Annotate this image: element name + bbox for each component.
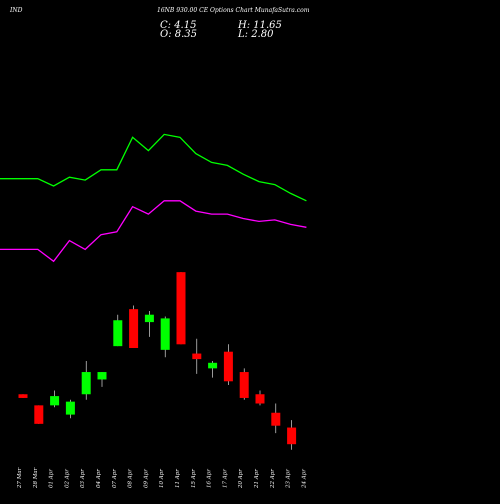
candle-01-apr [50,390,60,408]
x-axis-labels: 27 Mar 28 Mar 01 Apr 02 Apr 03 Apr 04 Apr 07 A… [17,467,307,489]
open-value: O: 8.35 [160,29,198,40]
candle-08-apr [129,305,139,348]
x-tick-label: 22 Apr [270,469,276,489]
x-tick-label: 28 Mar [33,467,39,489]
candle-body [65,401,75,415]
candle-body [144,314,154,323]
candle-02-apr [65,399,75,419]
candle-04-apr [97,372,107,387]
candle-03-apr [81,360,91,400]
x-tick-label: 27 Mar [17,467,23,489]
x-tick-label: 07 Apr [112,469,118,488]
x-tick-label: 24 Apr [301,469,307,489]
x-tick-label: 09 Apr [143,469,149,488]
candle-body [97,372,107,380]
candle-body [223,351,233,382]
indicator-line-1 [0,133,307,202]
symbol-label: IND [10,7,23,14]
x-tick-label: 03 Apr [80,469,86,488]
candle-15-apr [192,338,202,374]
x-tick-label: 16 Apr [207,469,213,488]
chart-title: 16NB 930.00 CE Options Chart MunafaSutra… [157,7,310,14]
candles [18,272,297,450]
low-value: L: 2.80 [238,29,274,40]
candle-body [18,394,28,398]
candle-body [34,405,44,424]
candle-21-apr [255,390,265,406]
indicator-lines [0,133,307,263]
candle-22-apr [271,403,281,434]
candle-body [271,412,281,426]
candle-27-mar [18,394,28,398]
candle-body [192,353,202,360]
x-tick-label: 21 Apr [254,469,260,489]
candle-body [50,396,60,406]
x-tick-label: 01 Apr [49,469,55,488]
candle-body [239,372,249,398]
candle-body [113,320,123,347]
x-tick-label: 15 Apr [191,469,197,488]
x-tick-label: 17 Apr [222,469,228,488]
candle-16-apr [208,360,218,378]
candle-17-apr [223,344,233,385]
indicator-line-2 [0,200,307,263]
close-value: C: 4.15 [160,20,197,31]
high-value: H: 11.65 [238,20,282,31]
x-tick-label: 04 Apr [96,469,102,488]
candle-20-apr [239,368,249,400]
candle-10-apr [160,316,170,358]
candle-28-mar [34,405,44,424]
candle-body [160,318,170,350]
x-tick-label: 10 Apr [159,469,165,488]
candle-09-apr [144,311,154,337]
candle-body [287,427,297,445]
x-tick-label: 11 Apr [175,469,181,488]
candle-11-apr [176,272,186,345]
x-tick-label: 23 Apr [286,469,292,489]
x-tick-label: 20 Apr [238,469,244,489]
candle-body [129,309,139,348]
candle-23-apr [287,420,297,450]
candle-body [176,272,186,345]
candle-body [255,394,265,404]
candle-body [208,362,218,369]
x-tick-label: 08 Apr [128,469,134,488]
candle-body [81,372,91,395]
candle-07-apr [113,314,123,347]
x-tick-label: 02 Apr [64,469,70,488]
